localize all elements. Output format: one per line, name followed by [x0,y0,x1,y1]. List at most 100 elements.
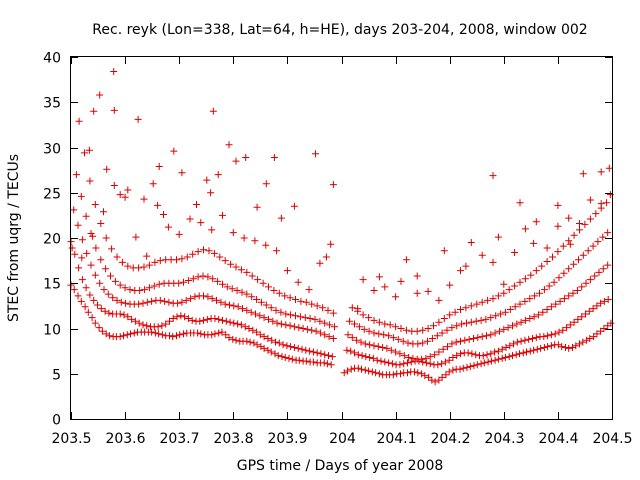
data-point [161,297,169,305]
data-point [418,370,426,378]
data-point [354,364,362,372]
data-point [348,334,356,342]
data-point [126,286,134,294]
data-point [302,346,310,354]
data-point [543,258,551,265]
data-point [563,324,571,332]
data-point [397,325,405,332]
data-point [164,223,172,231]
data-point [117,298,125,306]
data-point [370,287,378,294]
data-point [583,336,591,344]
data-point [270,287,278,294]
data-point [357,338,365,346]
data-point [387,346,395,354]
data-point [448,324,456,332]
data-point [100,208,107,216]
data-point [230,319,238,327]
data-point [404,339,412,347]
data-point [218,328,226,336]
data-point [97,305,105,313]
data-point [474,334,482,342]
data-point [193,201,200,208]
data-point [174,299,182,307]
data-point [532,267,540,275]
data-point [158,331,166,339]
data-point [219,211,226,219]
data-point [452,338,460,346]
data-point [273,247,281,255]
data-point [253,328,261,336]
data-point [586,335,594,342]
data-point [257,343,265,351]
data-point [306,315,314,322]
data-point [120,311,128,319]
data-point [426,360,434,368]
data-point [309,358,317,366]
data-point [254,276,262,284]
data-point [75,117,83,125]
data-point [579,251,587,259]
data-point [282,310,290,318]
data-point [397,277,405,285]
data-point [213,296,220,304]
data-point [321,351,329,359]
data-point [162,320,170,328]
data-point [370,329,378,337]
data-point [296,313,304,321]
data-point [166,317,173,325]
x-tick-label: 203.7 [159,431,199,447]
data-point [232,336,240,344]
data-point [325,333,333,341]
data-point [259,279,267,287]
data-point [226,301,233,309]
data-point [81,149,88,157]
data-point [113,296,121,304]
x-tick-label: 203.5 [51,431,91,447]
data-point [570,260,578,268]
data-point [140,263,148,271]
data-point [347,365,355,373]
data-point [184,315,192,322]
data-point [105,309,113,317]
data-point [463,319,470,327]
data-point [552,300,560,308]
data-point [562,344,569,351]
data-point [78,254,86,262]
data-point [424,287,432,295]
data-point [530,313,538,321]
data-point [494,355,502,363]
data-point [453,322,461,330]
data-point [516,199,524,207]
data-point [222,317,230,325]
data-point [361,340,369,348]
data-point [433,332,441,340]
data-point [194,329,202,337]
data-point [389,334,397,342]
data-point [453,352,461,360]
data-point [424,325,432,332]
data-point [214,171,222,179]
data-point [501,354,509,361]
y-tick-label: 5 [52,368,61,384]
data-point [510,340,517,348]
data-point [578,313,586,321]
data-point [313,302,321,310]
data-point [301,314,309,322]
data-point [516,300,524,308]
data-point [233,287,241,294]
data-point [214,277,222,285]
data-point [472,351,480,359]
data-point [431,351,439,359]
data-point [392,293,400,301]
data-point [347,347,355,355]
data-point [189,250,197,258]
data-point [178,255,186,263]
data-point [468,350,476,358]
data-point [70,286,78,294]
data-point [362,353,370,361]
data-point [139,321,147,329]
data-point [215,315,223,323]
data-point [578,283,586,291]
data-point [547,342,555,350]
